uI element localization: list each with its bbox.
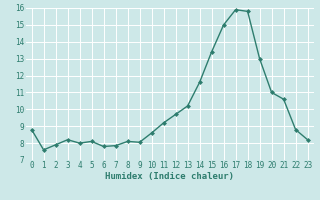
X-axis label: Humidex (Indice chaleur): Humidex (Indice chaleur) bbox=[105, 172, 234, 181]
